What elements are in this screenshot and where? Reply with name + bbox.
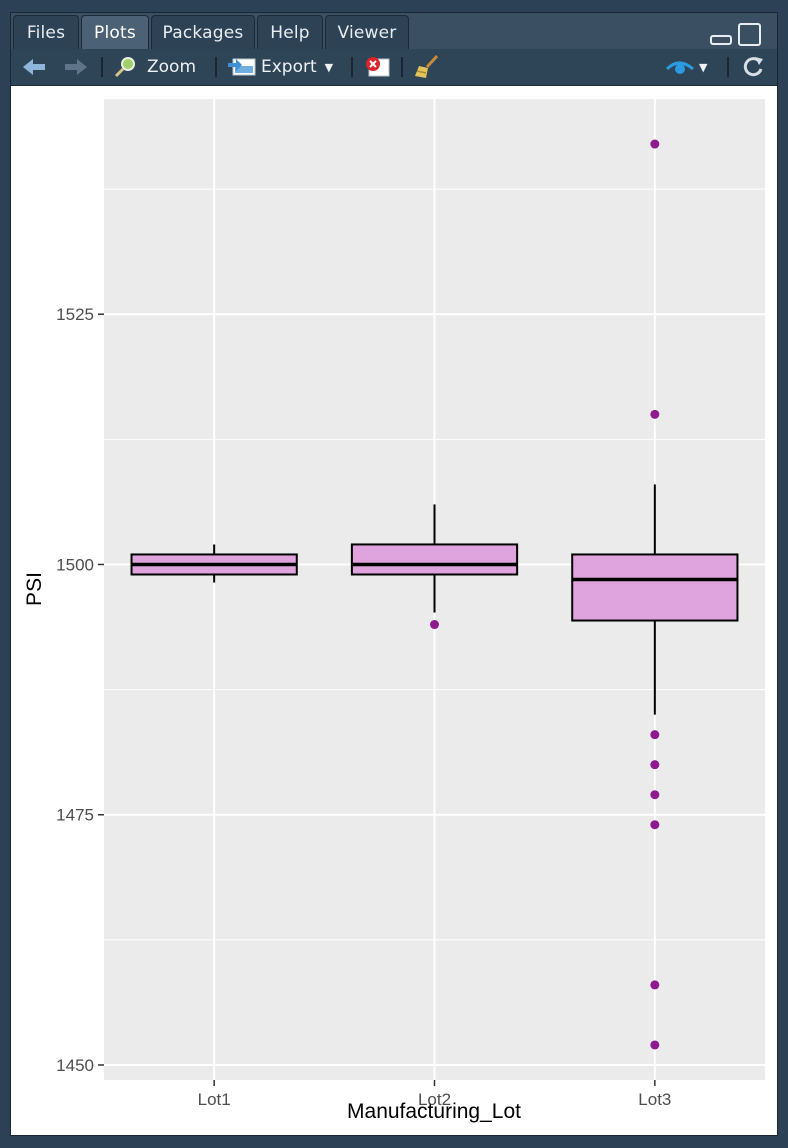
x-axis: Lot1 Lot2 Lot3 [198,1080,671,1109]
publish-icon [665,61,694,74]
maximize-icon[interactable] [737,23,763,47]
y-tick-label: 1475 [56,806,94,825]
y-axis: 1450 1475 1500 1525 [56,305,104,1075]
remove-plot-button[interactable] [363,49,391,85]
tab-help-label: Help [270,22,310,43]
tab-plots-label: Plots [94,22,136,43]
box-lot1 [130,544,298,583]
tab-packages[interactable]: Packages [151,15,255,49]
box-lot2 [350,504,519,630]
tab-files[interactable]: Files [13,15,79,49]
outlier-point [650,139,660,149]
plot-area: 1450 1475 1500 1525 Lot1 Lot2 Lot3 Manufactur… [11,86,777,1135]
outlier-point [650,730,660,740]
toolbar-separator [727,57,729,77]
plots-pane: Files Plots Packages Help Viewer [10,12,778,1136]
x-tick-label: Lot3 [638,1090,671,1109]
box-body [571,553,739,622]
clear-all-button[interactable] [413,49,441,85]
forward-button[interactable] [63,49,89,85]
zoom-button[interactable]: Zoom [113,49,196,85]
zoom-label: Zoom [147,57,197,77]
outlier-point [650,790,660,800]
box-lot3 [571,139,739,1050]
publish-dropdown-icon: ▼ [699,60,708,74]
outlier-point [650,820,660,830]
y-tick-label: 1500 [56,555,94,574]
export-button[interactable]: Export ▼ [227,49,333,85]
outlier-point [650,1040,660,1050]
remove-plot-icon [366,57,390,77]
tab-packages-label: Packages [162,22,244,43]
tab-bar: Files Plots Packages Help Viewer [11,13,777,49]
y-tick-label: 1525 [56,305,94,324]
outlier-point [650,980,660,990]
tab-plots[interactable]: Plots [81,15,149,49]
boxes-layer [130,139,739,1050]
export-label: Export [261,57,317,77]
toolbar-separator [351,57,353,77]
plot-toolbar: Zoom Export ▼ [11,49,777,86]
outlier-point [650,760,660,770]
tab-viewer-label: Viewer [337,22,397,43]
box-body [350,543,519,576]
zoom-magnifier-icon [114,57,135,78]
outlier-point [430,620,439,630]
arrow-right-icon [65,59,87,75]
export-dropdown-icon: ▼ [324,60,334,74]
toolbar-separator [101,57,103,77]
refresh-button[interactable] [741,49,765,85]
broom-icon [415,54,439,78]
refresh-icon [743,57,763,77]
x-axis-title: Manufacturing_Lot [347,1100,521,1123]
toolbar-separator [215,57,217,77]
tab-viewer[interactable]: Viewer [325,15,409,49]
back-button[interactable] [21,49,47,85]
minimize-icon[interactable] [709,23,733,47]
outlier-point [650,409,660,419]
publish-button[interactable]: ▼ [665,49,707,85]
x-tick-label: Lot1 [198,1090,231,1109]
arrow-left-icon [23,59,45,75]
tab-help[interactable]: Help [257,15,323,49]
boxplot-chart: 1450 1475 1500 1525 Lot1 Lot2 Lot3 Manufactur… [23,99,765,1123]
y-axis-title: PSI [23,572,46,606]
toolbar-separator [401,57,403,77]
y-tick-label: 1450 [56,1056,94,1075]
x-tick-label: Lot2 [418,1090,451,1109]
tab-files-label: Files [26,22,66,43]
export-image-icon [228,58,256,76]
